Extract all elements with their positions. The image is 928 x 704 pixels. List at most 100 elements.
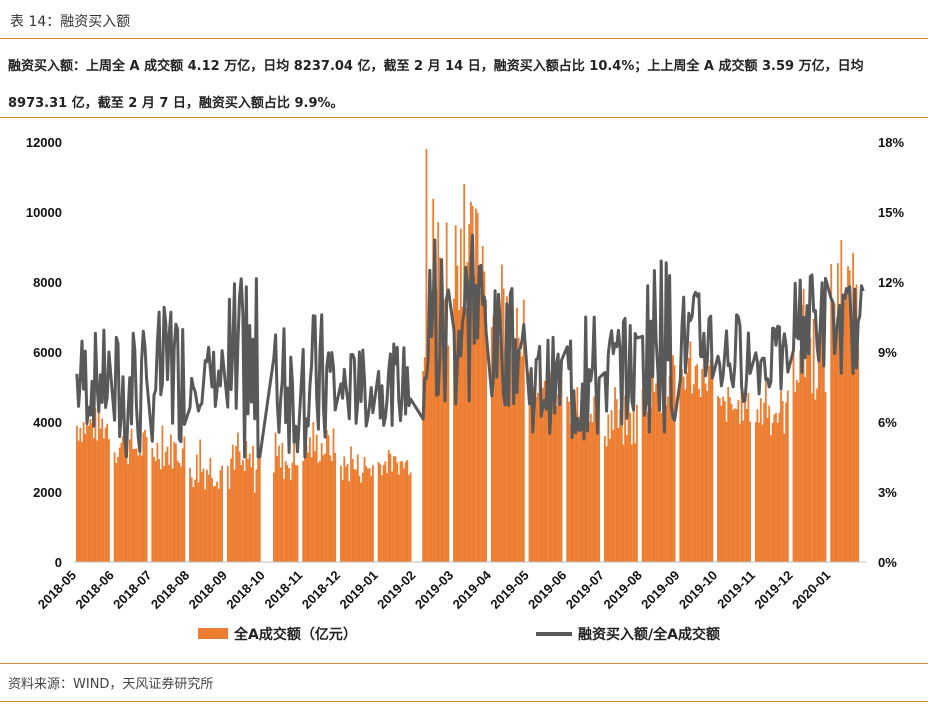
bar — [542, 387, 544, 562]
bar — [258, 457, 261, 562]
bar — [511, 334, 513, 562]
bar — [698, 388, 700, 562]
bar — [350, 446, 352, 562]
bar — [401, 461, 404, 562]
bar — [94, 408, 97, 562]
bar — [351, 459, 354, 562]
bar — [641, 388, 644, 562]
bar — [324, 453, 326, 562]
bar — [226, 465, 229, 562]
bar — [579, 419, 582, 562]
bar — [588, 421, 590, 562]
bar — [758, 422, 760, 562]
bar — [747, 392, 750, 562]
bar — [248, 453, 251, 562]
bar — [253, 492, 256, 562]
bar — [701, 369, 704, 562]
bar — [507, 304, 510, 562]
bar — [622, 444, 625, 562]
bar — [660, 412, 663, 562]
bar — [87, 425, 90, 562]
bar — [581, 415, 584, 562]
legend-label-bar: 全A成交额（亿元） — [233, 626, 357, 643]
bar — [82, 422, 85, 562]
bar — [646, 411, 649, 562]
bar — [329, 455, 332, 562]
bar — [158, 459, 160, 562]
bar — [553, 382, 556, 562]
bar — [274, 432, 277, 562]
bar — [409, 472, 412, 562]
bar — [802, 289, 805, 562]
bar — [89, 418, 92, 562]
x-axis-tick: 2018-08 — [148, 568, 192, 612]
bar — [506, 296, 508, 562]
bar — [304, 432, 306, 562]
bar — [663, 380, 666, 562]
x-axis-tick: 2019-12 — [751, 568, 795, 612]
bar — [785, 402, 787, 562]
bar — [766, 418, 769, 562]
bar — [689, 341, 692, 562]
bar — [732, 409, 735, 562]
bar — [84, 433, 87, 562]
bar — [578, 416, 580, 562]
bar — [135, 448, 138, 562]
bar — [197, 482, 200, 562]
bar — [612, 430, 615, 562]
bar — [574, 412, 577, 562]
bar — [819, 328, 822, 562]
x-axis-tick: 2020-01 — [789, 568, 833, 612]
bar — [382, 464, 385, 562]
bar — [598, 394, 601, 562]
bar — [327, 435, 330, 562]
x-axis-tick: 2018-06 — [72, 568, 116, 612]
bar — [682, 376, 685, 562]
left-axis-tick: 12000 — [26, 135, 62, 150]
x-axis-tick: 2019-07 — [563, 568, 607, 612]
bar — [765, 380, 767, 562]
summary-text: 融资买入额：上周全 A 成交额 4.12 万亿，日均 8237.04 亿，截至 … — [8, 59, 864, 111]
bar — [776, 422, 779, 562]
bar — [355, 469, 357, 562]
bar — [255, 469, 258, 562]
bar — [104, 427, 107, 562]
bar — [629, 412, 632, 562]
bar — [439, 257, 441, 562]
bar — [605, 446, 608, 562]
bar — [154, 461, 157, 562]
bar — [176, 460, 179, 562]
x-axis: 2018-052018-062018-072018-082018-092018-… — [35, 567, 834, 612]
bar — [397, 474, 400, 562]
bar — [330, 460, 333, 562]
bar — [589, 413, 592, 562]
bar — [656, 369, 659, 562]
bar — [117, 456, 119, 562]
bar — [466, 262, 469, 562]
bar — [632, 405, 635, 562]
bar — [189, 467, 191, 562]
bar — [334, 453, 337, 562]
bar — [471, 205, 474, 563]
bar — [118, 447, 121, 562]
bar — [341, 480, 344, 562]
bar — [363, 456, 366, 562]
bar — [573, 409, 575, 562]
bar — [156, 442, 159, 562]
bar — [617, 427, 620, 562]
bar — [190, 477, 193, 562]
bar — [103, 438, 105, 562]
bar — [294, 464, 297, 562]
bar — [763, 402, 766, 562]
bar — [478, 267, 481, 562]
bottom-rule — [0, 701, 928, 702]
bar — [770, 435, 772, 562]
bar — [509, 357, 512, 562]
x-axis-tick: 2019-05 — [487, 568, 531, 612]
bar — [655, 383, 657, 562]
bar — [219, 470, 222, 562]
bar — [372, 465, 374, 562]
bar — [744, 398, 746, 562]
bar — [204, 489, 207, 562]
bar — [279, 467, 282, 562]
